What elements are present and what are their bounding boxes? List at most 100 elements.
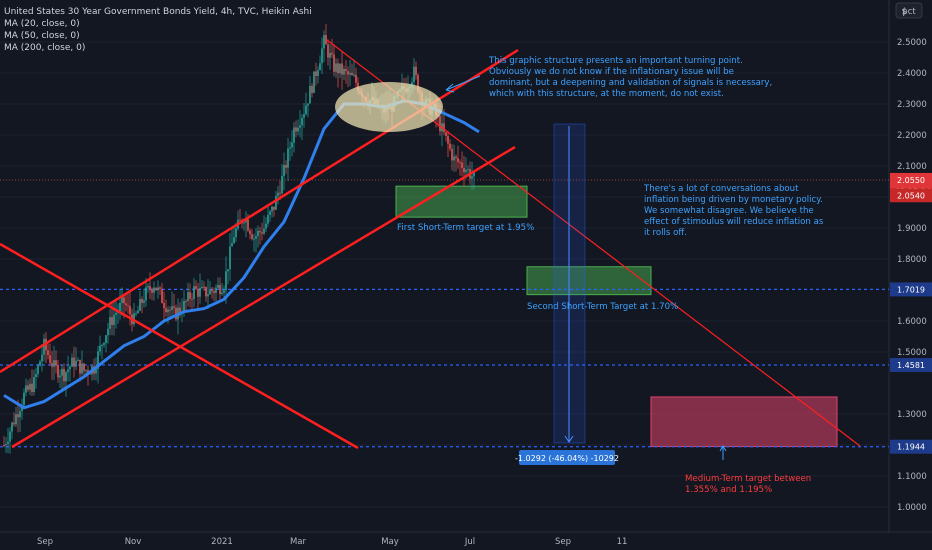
time-tick: Nov <box>125 537 142 547</box>
level-price-tag[interactable] <box>890 439 932 454</box>
policy-note[interactable]: There's a lot of conversations about inf… <box>643 184 824 238</box>
candle <box>17 414 19 418</box>
target2-label[interactable]: Second Short-Term Target at 1.70% <box>527 302 678 312</box>
note-line: Medium-Term target between <box>685 474 811 484</box>
candle <box>465 169 467 173</box>
measure-tool[interactable]: -1.0292 (-46.04%) -10292 <box>515 123 619 465</box>
note-line: dominant, but a deepening and validation… <box>489 78 772 88</box>
candle <box>173 306 175 308</box>
candle <box>447 136 449 144</box>
candle <box>251 234 253 239</box>
candle <box>329 52 331 58</box>
time-axis[interactable]: Sep Nov 2021 Mar May Jul Sep 11 <box>37 537 627 547</box>
candle <box>267 214 269 224</box>
prev-price-label: 2.0540 <box>897 191 925 200</box>
candle <box>107 328 109 336</box>
note-line: 1.355% and 1.195% <box>685 485 772 495</box>
medium-target-arrow <box>719 445 727 460</box>
chart-legend: United States 30 Year Government Bonds Y… <box>4 7 312 53</box>
ma50-legend: MA (50, close, 0) <box>4 31 80 41</box>
candle <box>321 48 323 64</box>
candle <box>443 123 445 133</box>
trend-line[interactable] <box>0 242 359 450</box>
candle <box>307 103 309 106</box>
candle <box>301 117 303 126</box>
candle <box>193 286 195 299</box>
medium-target-zone[interactable] <box>650 396 838 448</box>
candle <box>33 377 35 392</box>
candle <box>95 368 97 374</box>
candle <box>79 359 81 374</box>
candle <box>337 63 339 74</box>
candle <box>71 357 73 367</box>
candle <box>7 441 9 445</box>
candle <box>187 292 189 302</box>
candle <box>225 271 227 291</box>
candle <box>327 44 329 58</box>
candle <box>155 287 157 291</box>
candle <box>41 354 43 362</box>
candle <box>99 345 101 352</box>
candle <box>455 156 457 159</box>
candle <box>15 414 17 425</box>
candle <box>51 362 53 367</box>
candle <box>29 383 31 390</box>
candle <box>53 360 55 367</box>
candle <box>315 71 317 76</box>
candle <box>67 369 69 373</box>
trend-line[interactable] <box>11 145 516 449</box>
candle <box>39 361 41 366</box>
candle <box>103 342 105 345</box>
candle <box>25 385 27 393</box>
candle <box>343 68 345 75</box>
candle <box>463 167 465 173</box>
candle <box>169 309 171 311</box>
candle <box>271 206 273 212</box>
candle <box>253 238 255 240</box>
level-price-tag[interactable] <box>890 357 932 372</box>
candle <box>323 35 325 49</box>
candle <box>263 228 265 234</box>
candle <box>471 176 473 179</box>
candle <box>19 411 21 418</box>
target1-label[interactable]: First Short-Term target at 1.95% <box>397 223 534 233</box>
target2-zone[interactable] <box>526 266 652 296</box>
candle <box>105 335 107 343</box>
turning-point-note[interactable]: This graphic structure presents an impor… <box>488 56 772 99</box>
candle <box>149 286 151 291</box>
candle <box>179 307 181 313</box>
unit-toggle[interactable]: pct <box>895 2 923 19</box>
candle <box>235 228 237 238</box>
candle <box>317 70 319 76</box>
level-price-tag[interactable] <box>890 282 932 297</box>
turning-point-ellipse[interactable] <box>335 82 443 132</box>
candle <box>171 306 173 310</box>
candle <box>183 301 185 313</box>
candle <box>133 313 135 325</box>
candle <box>109 317 111 329</box>
candle <box>277 192 279 196</box>
candle <box>165 308 167 313</box>
medium-target-note[interactable]: Medium-Term target between 1.355% and 1.… <box>685 474 811 495</box>
grid <box>0 41 889 508</box>
time-tick: Sep <box>37 537 53 547</box>
candle <box>47 350 49 356</box>
price-tick: 1.9000 <box>897 224 927 234</box>
target1-zone[interactable] <box>395 185 528 218</box>
candle <box>153 287 155 293</box>
candle <box>349 72 351 75</box>
candle <box>283 164 285 176</box>
candle <box>229 246 231 270</box>
price-axis[interactable]: 2.50002.40002.30002.20002.10002.00001.90… <box>890 38 932 513</box>
candle <box>125 303 127 306</box>
candle <box>275 195 277 210</box>
candle <box>163 302 165 309</box>
candle <box>355 74 357 83</box>
price-tick: 1.1000 <box>897 472 927 482</box>
prev-price-tag[interactable] <box>890 188 932 203</box>
candle <box>351 72 353 76</box>
candle <box>215 287 217 293</box>
level-price-label: 1.4581 <box>897 361 925 370</box>
